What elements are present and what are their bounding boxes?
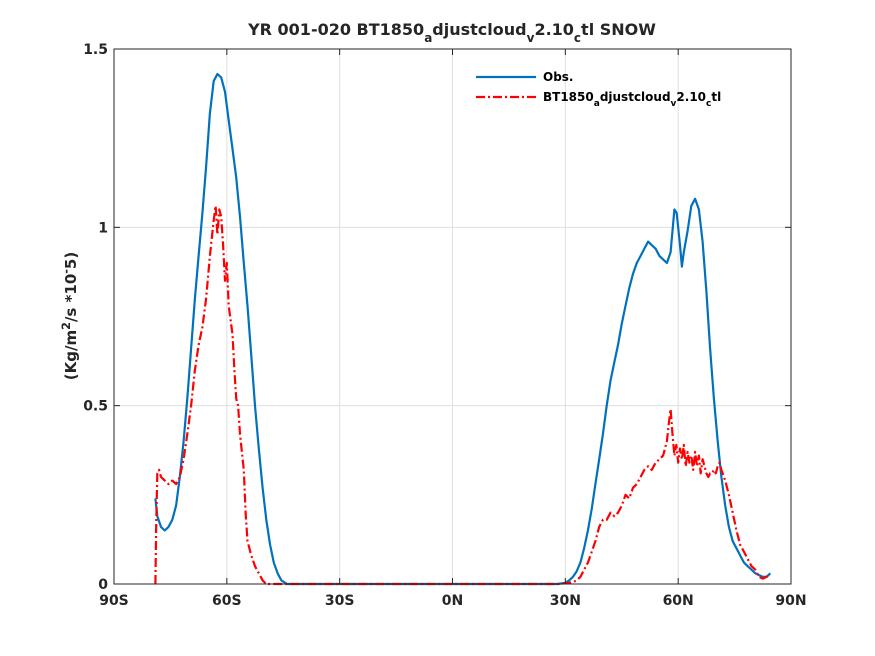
y-tick-label: 1 <box>98 220 108 236</box>
x-tick-label: 0N <box>442 593 463 609</box>
x-tick-label: 30N <box>550 593 581 609</box>
legend-label-2: BT1850adjustcloudv2.10ctl <box>543 90 721 109</box>
x-tick-label: 60S <box>212 593 242 609</box>
y-tick-label: 1.5 <box>83 42 108 58</box>
x-tick-label: 60N <box>663 593 694 609</box>
chart-title: YR 001-020 BT1850adjustcloudv2.10ctl SNO… <box>247 20 656 45</box>
x-tick-label: 90N <box>775 593 806 609</box>
legend-label-1: Obs. <box>543 70 574 84</box>
tick-marks <box>113 48 792 585</box>
y-axis-label: (Kg/m2/s *10-5) <box>60 252 81 380</box>
series-line-2 <box>154 204 770 586</box>
tick-labels: 90S 60S 30S 0N 30N 60N 90N 0 0.5 1 1.5 <box>83 42 806 609</box>
x-tick-label: 90S <box>99 593 129 609</box>
y-tick-label: 0 <box>98 577 108 593</box>
series-lines <box>154 72 772 586</box>
x-tick-label: 30S <box>325 593 355 609</box>
y-tick-label: 0.5 <box>83 399 108 415</box>
series-line-1 <box>154 72 772 586</box>
legend: Obs. BT1850adjustcloudv2.10ctl <box>476 70 721 109</box>
